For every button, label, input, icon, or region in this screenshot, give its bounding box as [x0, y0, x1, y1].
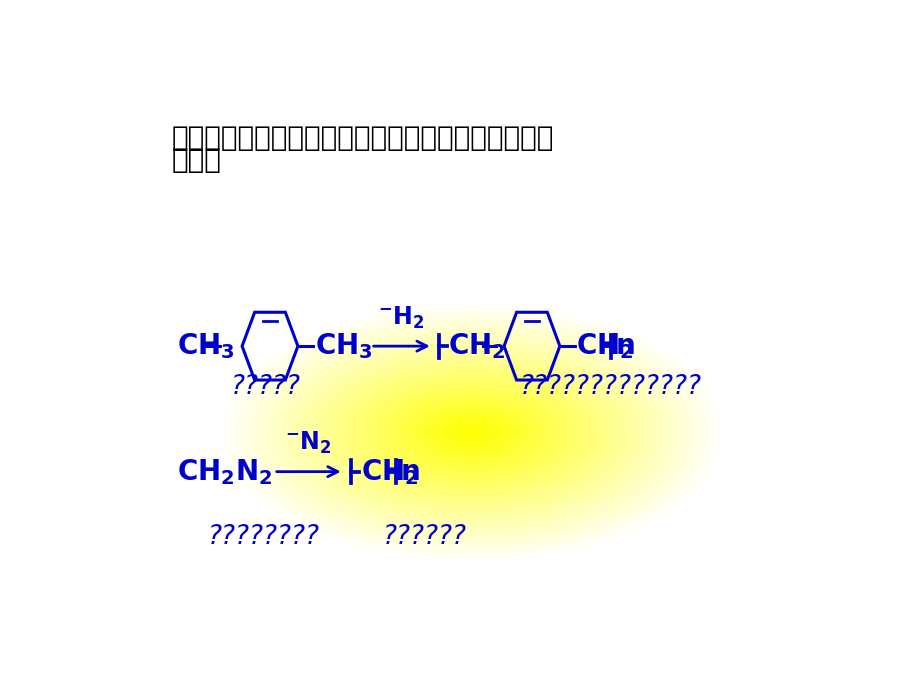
Text: $\mathbf{n}$: $\mathbf{n}$ [614, 332, 634, 360]
Text: $\mathbf{CH_2}$: $\mathbf{CH_2}$ [360, 457, 418, 486]
Text: $\mathbf{CH_2}$: $\mathbf{CH_2}$ [575, 331, 633, 361]
Text: ?????: ????? [231, 374, 301, 400]
Text: $\mathbf{n}$: $\mathbf{n}$ [400, 457, 419, 486]
Text: $\mathbf{CH_2}$: $\mathbf{CH_2}$ [448, 331, 505, 361]
Text: $\mathbf{{}^{-}N_2}$: $\mathbf{{}^{-}N_2}$ [285, 430, 332, 456]
Bar [167, 277, 775, 589]
Text: $\mathbf{CH_3}$: $\mathbf{CH_3}$ [314, 331, 372, 361]
Text: $\mathbf{CH_2N_2}$: $\mathbf{CH_2N_2}$ [176, 457, 272, 486]
Text: $\mathbf{CH_3}$: $\mathbf{CH_3}$ [176, 331, 234, 361]
Text: $\mathbf{{}^{-}H_2}$: $\mathbf{{}^{-}H_2}$ [378, 304, 425, 331]
Text: ?????????????: ????????????? [519, 374, 701, 400]
Text: 消去聚合反应，形式上类似缩聚，但属于连锁机理。: 消去聚合反应，形式上类似缩聚，但属于连锁机理。 [171, 124, 553, 152]
Text: ????????: ???????? [208, 524, 320, 550]
Text: ??????: ?????? [382, 524, 466, 550]
Text: 例如：: 例如： [171, 146, 221, 174]
